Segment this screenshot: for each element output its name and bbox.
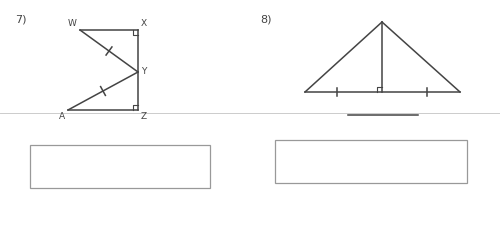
Text: 7): 7) — [15, 14, 26, 24]
Text: Z: Z — [141, 112, 147, 121]
Text: 8): 8) — [260, 14, 272, 24]
Bar — [275, 140, 467, 183]
Text: X: X — [141, 19, 147, 28]
Text: Y: Y — [141, 67, 146, 76]
Text: A: A — [59, 112, 65, 121]
Text: W: W — [68, 19, 77, 28]
Bar — [30, 145, 210, 188]
